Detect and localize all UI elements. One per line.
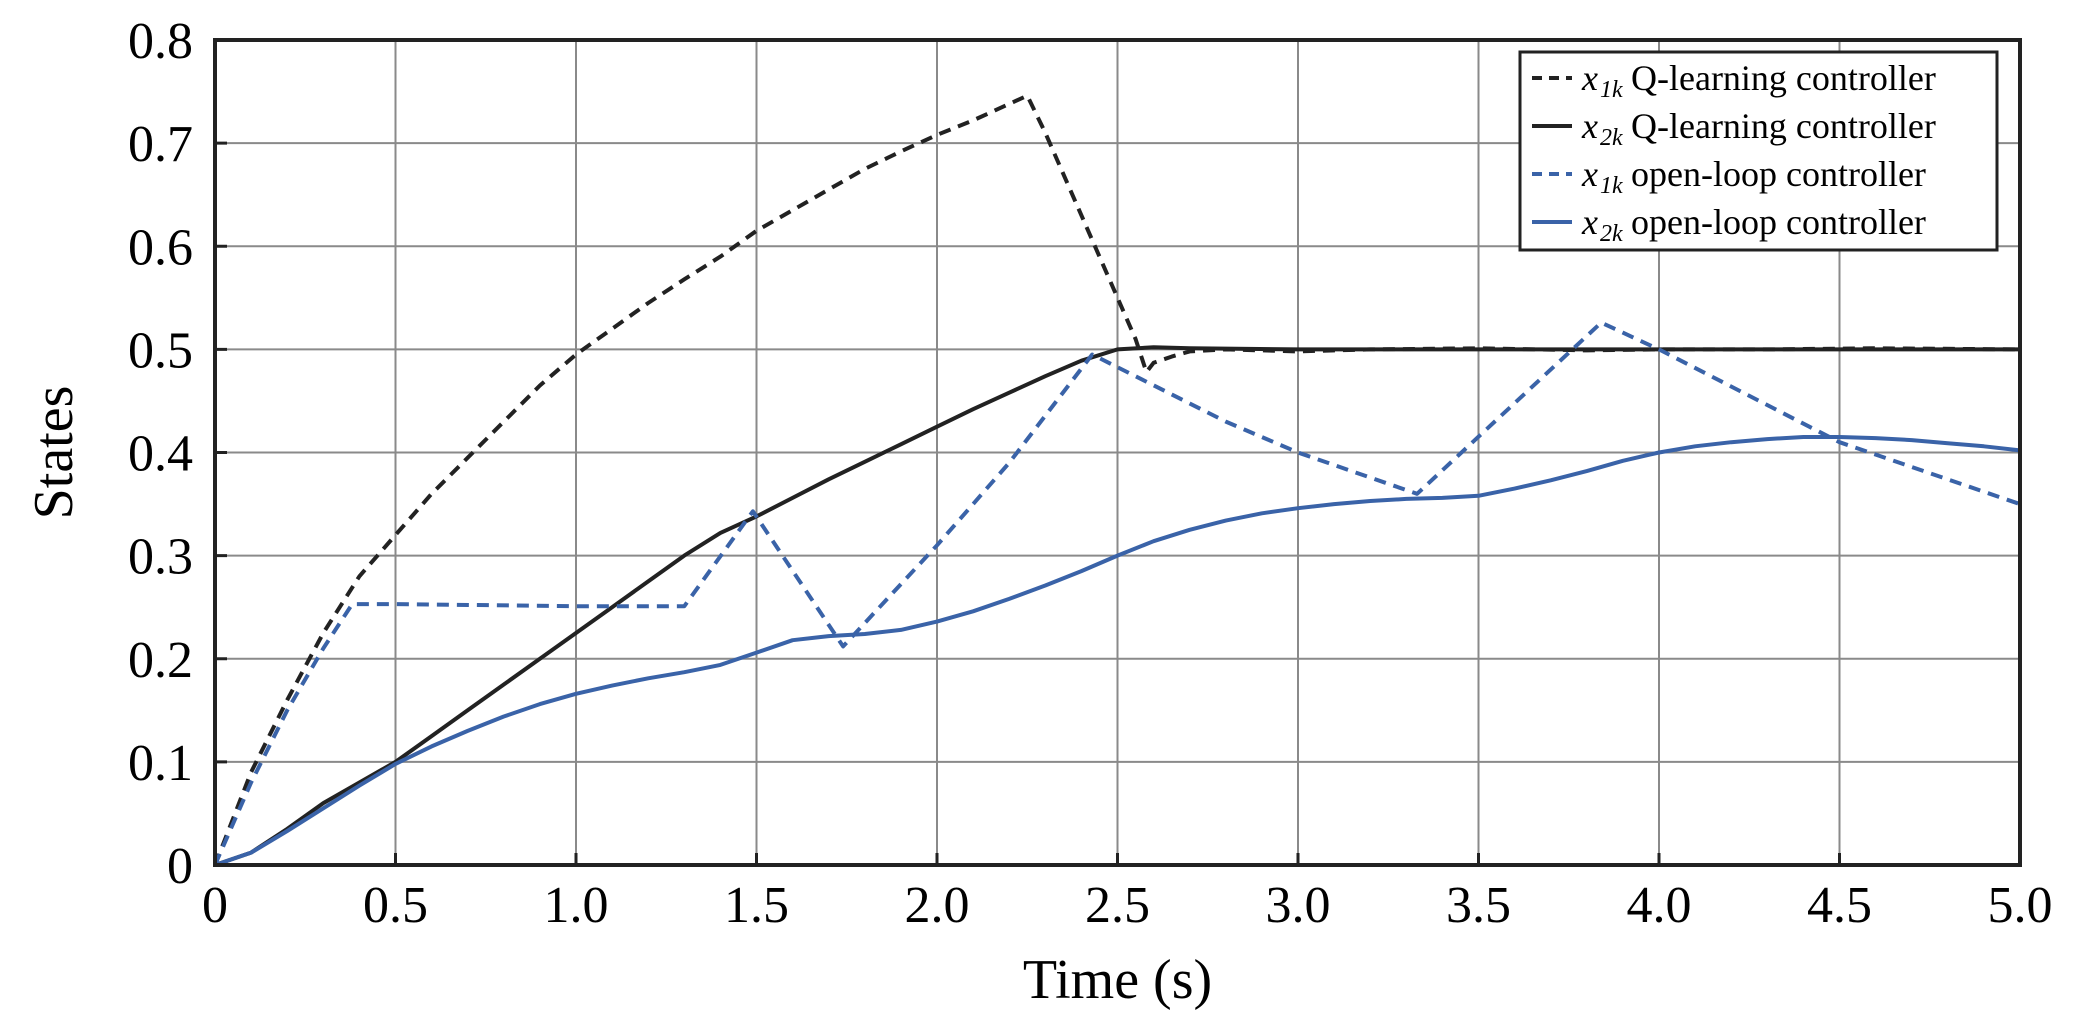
legend-subscript: 2k: [1600, 125, 1623, 151]
x-tick-label: 1.5: [724, 877, 789, 934]
legend-label: open-loop controller: [1631, 202, 1926, 242]
legend-label: Q-learning controller: [1631, 106, 1936, 146]
y-tick-label: 0.1: [128, 735, 193, 792]
series-line-1: [213, 93, 2021, 866]
y-tick-label: 0.4: [128, 426, 193, 483]
legend-symbol: x: [1581, 106, 1598, 146]
x-tick-label: 3.0: [1266, 877, 1331, 934]
y-tick-label: 0: [167, 838, 193, 895]
x-tick-label: 4.0: [1627, 877, 1692, 934]
series-line-3: [213, 320, 2021, 866]
x-tick-label: 1.0: [544, 877, 609, 934]
x-tick-label: 0: [202, 877, 228, 934]
y-tick-label: 0.7: [128, 116, 193, 173]
series-line-4: [214, 435, 2021, 867]
x-tick-label: 2.0: [905, 877, 970, 934]
x-axis-label: Time (s): [1023, 949, 1212, 1011]
legend-label: open-loop controller: [1631, 154, 1926, 194]
x-tick-label: 0.5: [363, 877, 428, 934]
tick-labels: 0 0.5 1.0 1.5 2.0 2.5 3.0 3.5 4.0 4.5 5.0 0 0.1 0.2 0.…: [128, 13, 2053, 934]
legend-subscript: 2k: [1600, 221, 1623, 247]
x-tick-label: 2.5: [1085, 877, 1150, 934]
y-tick-label: 0.5: [128, 322, 193, 379]
x-tick-label: 5.0: [1988, 877, 2053, 934]
x-tick-label: 4.5: [1807, 877, 1872, 934]
legend-box: [1518, 50, 1999, 252]
legend-symbol: x: [1581, 202, 1598, 242]
y-axis-label: States: [23, 386, 85, 520]
legend-symbol: x: [1581, 58, 1598, 98]
legend-subscript: 1k: [1600, 173, 1623, 199]
legend-label: Q-learning controller: [1631, 58, 1936, 98]
x-tick-label: 3.5: [1446, 877, 1511, 934]
series-lines: [213, 93, 2021, 867]
series-line-2: [214, 345, 2020, 867]
y-tick-label: 0.6: [128, 219, 193, 276]
legend-symbol: x: [1581, 154, 1598, 194]
y-tick-label: 0.2: [128, 632, 193, 689]
y-tick-label: 0.8: [128, 13, 193, 70]
legend-subscript: 1k: [1600, 77, 1623, 103]
y-tick-label: 0.3: [128, 529, 193, 586]
